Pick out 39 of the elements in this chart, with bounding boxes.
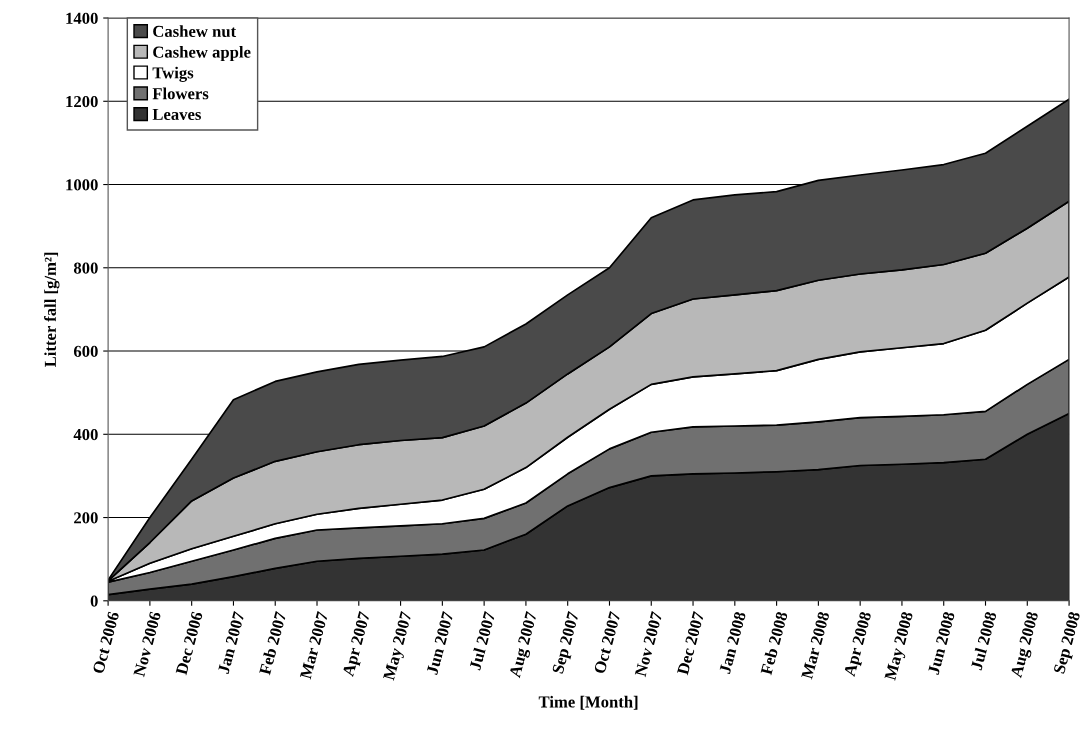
y-tick-label: 1400 — [66, 12, 98, 24]
x-tick-label: Jun 2008 — [927, 611, 955, 676]
legend-label: Cashew apple — [153, 46, 251, 62]
legend-label: Flowers — [152, 87, 209, 100]
x-tick-label: Feb 2007 — [258, 610, 287, 676]
x-tick-label: Sep 2008 — [1053, 611, 1084, 675]
x-tick-label: Mar 2007 — [299, 611, 329, 680]
x-tick-label: Aug 2007 — [508, 611, 541, 680]
y-tick-label: 0 — [90, 595, 98, 607]
x-tick-label: Feb 2008 — [760, 611, 788, 676]
legend-label: Twigs — [152, 66, 194, 82]
x-tick-label: Aug 2008 — [1010, 611, 1042, 680]
x-tick-label: Jul 2008 — [970, 611, 997, 671]
y-axis-title: Litter fall [g/m²] — [44, 252, 60, 368]
x-tick-label: Dec 2007 — [676, 611, 705, 676]
y-tick-label: 400 — [73, 428, 98, 441]
y-tick-label: 200 — [74, 512, 98, 524]
x-tick-label: Dec 2006 — [175, 611, 203, 676]
x-tick-label: Mar 2008 — [801, 611, 830, 680]
x-tick-label: Oct 2006 — [92, 611, 120, 675]
x-tick-label: Nov 2007 — [634, 611, 663, 678]
y-tick-label: 1000 — [66, 179, 98, 191]
legend-label: Leaves — [152, 108, 201, 121]
x-tick-label: Oct 2007 — [593, 611, 621, 675]
x-tick-label: Jan 2007 — [217, 611, 245, 675]
x-tick-label: Nov 2006 — [133, 611, 162, 678]
y-tick-label: 600 — [73, 345, 98, 357]
y-tick-label: 1200 — [66, 95, 98, 108]
x-tick-label: May 2007 — [382, 611, 416, 682]
legend-label: Cashew nut — [153, 25, 237, 38]
x-tick-label: Jan 2008 — [719, 611, 747, 675]
x-tick-label: May 2008 — [884, 611, 917, 682]
x-tick-label: Apr 2008 — [843, 611, 875, 678]
x-axis-title: Time [Month] — [538, 695, 638, 710]
y-tick-label: 800 — [73, 262, 98, 274]
x-tick-label: Apr 2007 — [342, 611, 374, 678]
x-tick-label: Jun 2007 — [426, 611, 454, 676]
x-tick-label: Sep 2007 — [551, 611, 583, 675]
x-tick-label: Jul 2007 — [468, 610, 496, 671]
